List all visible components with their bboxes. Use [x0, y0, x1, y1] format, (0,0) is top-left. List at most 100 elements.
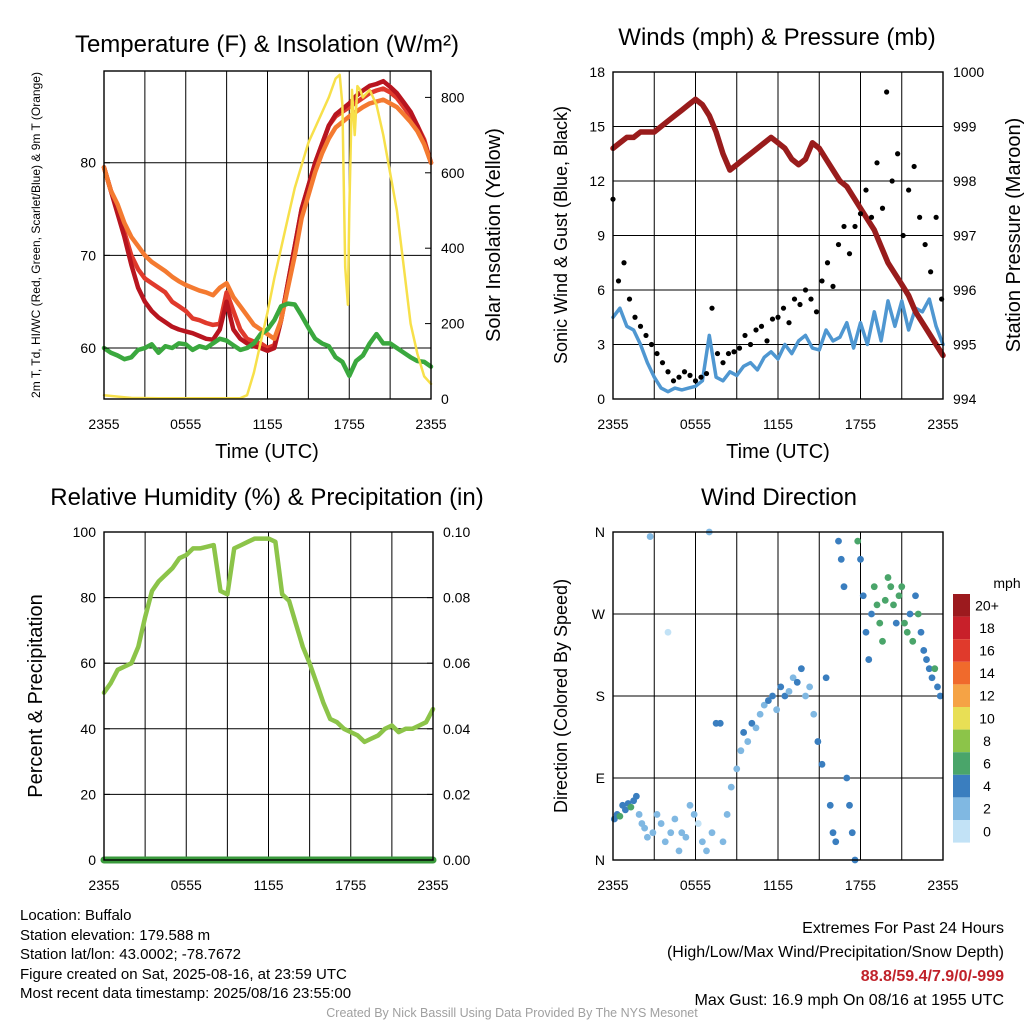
- temperature-ylabel-left: 2m T, Td, HI/WC (Red, Green, Scarlet/Blu…: [29, 72, 43, 398]
- direction-point: [785, 688, 793, 695]
- direction-point: [835, 537, 842, 545]
- direction-point: [859, 592, 867, 600]
- y2-tick-label: 200: [441, 316, 465, 332]
- gust-point: [637, 323, 644, 329]
- x-tick-label: 2355: [88, 877, 119, 893]
- direction-point: [923, 656, 930, 663]
- x-tick-label: 2355: [597, 416, 628, 432]
- gust-point: [720, 360, 726, 366]
- direction-series: [610, 528, 944, 864]
- gust-point: [884, 89, 890, 95]
- temperature-panel: Temperature (F) & Insolation (W/m²) 2355…: [29, 31, 505, 463]
- direction-point: [843, 774, 851, 782]
- direction-point: [931, 665, 939, 673]
- station-location: Location: Buffalo: [20, 907, 132, 924]
- x-tick-label: 0555: [171, 877, 202, 893]
- humidity-panel: Relative Humidity (%) & Precipitation (i…: [25, 484, 484, 893]
- y-tick-label: 0: [597, 391, 605, 407]
- gust-point: [933, 214, 939, 220]
- direction-point: [906, 610, 914, 618]
- gust-point: [731, 349, 737, 355]
- direction-point: [901, 619, 908, 627]
- x-tick-label: 1155: [253, 877, 283, 893]
- gust-point: [764, 338, 770, 344]
- gust-point: [621, 260, 627, 266]
- series-line-0: [101, 536, 436, 745]
- gust-point: [797, 301, 803, 308]
- direction-point: [643, 833, 651, 841]
- direction-point: [740, 729, 748, 736]
- y-tick-label: 60: [80, 340, 96, 356]
- direction-point: [870, 583, 878, 591]
- gust-point: [852, 223, 858, 230]
- direction-point: [616, 812, 624, 820]
- direction-point: [698, 838, 706, 846]
- y-tick-label: S: [596, 688, 605, 704]
- temperature-title: Temperature (F) & Insolation (W/m²): [75, 31, 459, 58]
- max-gust: Max Gust: 16.9 mph On 08/16 at 1955 UTC: [694, 992, 1005, 1009]
- legend-label: 14: [979, 665, 995, 681]
- legend-label: 20+: [975, 597, 999, 613]
- y-tick-label: 18: [589, 64, 605, 80]
- temperature-ylabel-right: Solar Insolation (Yellow): [483, 128, 505, 342]
- y-tick-label: W: [592, 606, 606, 622]
- direction-point: [657, 820, 665, 827]
- y-tick-label: 40: [80, 721, 96, 737]
- gust-point: [659, 360, 666, 366]
- x-tick-label: 2355: [927, 416, 958, 432]
- series-line-1: [101, 78, 434, 354]
- gust-point: [632, 314, 638, 320]
- gust-point: [819, 278, 825, 284]
- gust-point: [643, 332, 649, 339]
- gust-point: [687, 372, 693, 378]
- temperature-xlabel: Time (UTC): [215, 441, 319, 463]
- direction-point: [840, 583, 848, 591]
- gust-point: [824, 260, 831, 266]
- y-tick-label: 0: [88, 852, 96, 868]
- humidity-ylabel-left: Percent & Precipitation: [25, 594, 47, 797]
- direction-grid: [613, 532, 943, 860]
- y-tick-label: 6: [597, 282, 605, 298]
- legend-swatch: [953, 707, 970, 730]
- winds-title: Winds (mph) & Pressure (mb): [618, 24, 935, 51]
- gust-point: [698, 374, 704, 380]
- series-line-3: [101, 301, 434, 379]
- y2-tick-label: 0.00: [443, 852, 470, 868]
- figure-created: Figure created on Sat, 2025-08-16, at 23…: [20, 965, 347, 983]
- gust-point: [917, 214, 923, 220]
- legend-label: 4: [983, 778, 991, 794]
- direction-point: [661, 838, 669, 846]
- x-tick-label: 1755: [845, 416, 876, 432]
- direction-point: [884, 574, 892, 581]
- gust-point: [676, 374, 682, 380]
- winds-ticks: 2355 0555 1155 1755 2355 0 3 6 9 12 15 18 994 995 996 9…: [589, 64, 984, 432]
- direction-point: [769, 692, 776, 700]
- direction-title: Wind Direction: [701, 484, 857, 511]
- y-tick-label: 60: [80, 655, 96, 671]
- x-tick-label: 0555: [680, 877, 711, 893]
- gust-point: [681, 369, 688, 375]
- direction-point: [764, 697, 772, 704]
- gust-point: [895, 151, 901, 157]
- gust-point: [615, 278, 622, 284]
- legend-swatch: [953, 820, 970, 843]
- legend-swatch: [953, 639, 970, 662]
- temperature-plot-frame: [103, 70, 432, 400]
- direction-point: [789, 674, 797, 682]
- gust-point: [736, 345, 743, 351]
- y2-tick-label: 997: [953, 228, 977, 244]
- direction-point: [671, 815, 679, 823]
- gust-point: [802, 287, 809, 293]
- direction-legend: 20+ 18 16 14 12 10 8 6 4 2 0: [953, 594, 999, 843]
- y2-tick-label: 0.02: [443, 786, 470, 802]
- winds-panel: Winds (mph) & Pressure (mb) 2355 0555 1155…: [551, 24, 1024, 463]
- direction-point: [756, 710, 764, 718]
- direction-point: [667, 829, 675, 837]
- direction-point: [912, 592, 919, 600]
- direction-point: [898, 583, 906, 591]
- winds-grid: [613, 72, 943, 399]
- direction-point: [848, 829, 856, 837]
- y2-tick-label: 0.06: [443, 655, 470, 671]
- direction-point: [810, 710, 818, 718]
- legend-label: 6: [983, 756, 991, 772]
